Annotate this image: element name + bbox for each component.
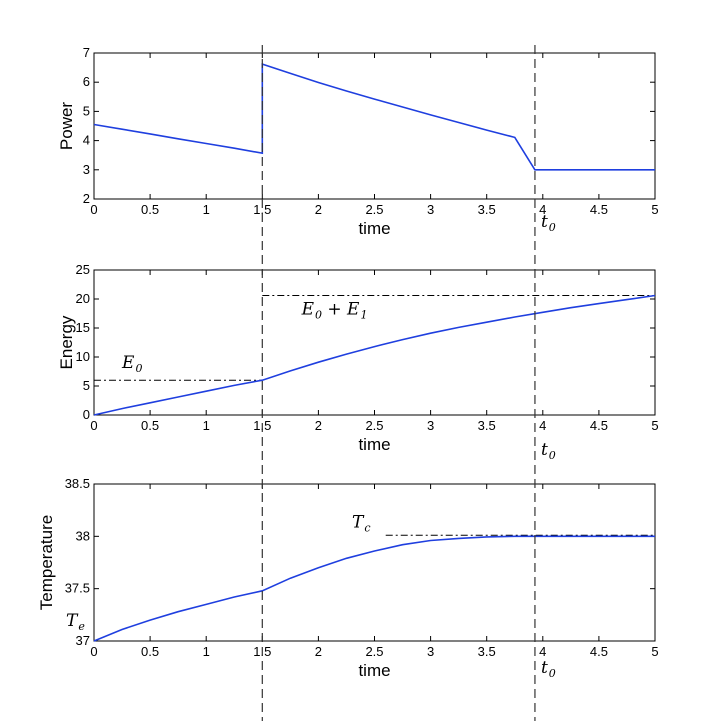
y-tick-label: 6 <box>83 74 90 89</box>
x-tick-label: 4.5 <box>590 418 608 433</box>
annotation-te: Te <box>66 611 85 633</box>
x-tick-label: 2.5 <box>365 202 383 217</box>
x-tick-label: 3 <box>427 644 434 659</box>
y-axis-label: Power <box>57 102 76 151</box>
x-tick-label: 0.5 <box>141 644 159 659</box>
x-tick-label: 0.5 <box>141 202 159 217</box>
y-tick-label: 10 <box>76 349 90 364</box>
y-tick-label: 0 <box>83 407 90 422</box>
y-tick-label: 5 <box>83 378 90 393</box>
x-tick-label: 0.5 <box>141 418 159 433</box>
series-line <box>93 294 656 416</box>
y-tick-label: 3 <box>83 162 90 177</box>
x-axis-label: time <box>358 219 390 238</box>
y-tick-label: 25 <box>76 262 90 277</box>
x-tick-label: 4 <box>539 202 546 217</box>
y-tick-label: 4 <box>83 133 90 148</box>
x-tick-label: 3 <box>427 418 434 433</box>
panel-energy: 0 0.5 1 1.5 2 2.5 3 3.5 4 4.5 50510152025timeEnerg… <box>57 262 659 462</box>
y-tick-label: 20 <box>76 291 90 306</box>
x-tick-label: 1 <box>203 202 210 217</box>
x-tick-label: 4.5 <box>590 202 608 217</box>
x-tick-label: 2 <box>315 418 322 433</box>
x-tick-label: 5 <box>651 644 658 659</box>
y-tick-label: 38.5 <box>65 476 90 491</box>
x-tick-label: 3.5 <box>478 418 496 433</box>
x-tick-label: 0 <box>90 418 97 433</box>
y-tick-label: 37 <box>76 633 90 648</box>
annotation-e0: E0 <box>121 353 142 375</box>
x-tick-label: 5 <box>651 202 658 217</box>
x-tick-label: 0 <box>90 644 97 659</box>
x-axis-label: time <box>358 435 390 454</box>
x-tick-label: 2 <box>315 202 322 217</box>
x-tick-label: 1.5 <box>253 202 271 217</box>
series-line <box>93 62 655 171</box>
panel-temperature: 0 0.5 1 1.5 2 2.5 3 3.5 4 4.5 53737.53838.5timeTem… <box>37 476 659 680</box>
t0-label: t0 <box>541 212 556 234</box>
x-tick-label: 2 <box>315 644 322 659</box>
x-tick-label: 2.5 <box>365 418 383 433</box>
y-tick-label: 2 <box>83 191 90 206</box>
x-tick-label: 4 <box>539 418 546 433</box>
x-tick-label: 0 <box>90 202 97 217</box>
y-tick-label: 38 <box>76 528 90 543</box>
panel-power: 0 0.5 1 1.5 2 2.5 3 3.5 4 4.5 5 2 3 4 5 6 7 time Power t0 <box>57 45 659 238</box>
t0-label: t0 <box>541 658 556 680</box>
x-tick-label: 1 <box>203 644 210 659</box>
x-tick-label: 3.5 <box>478 644 496 659</box>
axes-box <box>93 52 656 200</box>
series-line <box>93 535 655 642</box>
axes-box <box>93 483 656 642</box>
y-axis-label: Temperature <box>37 515 56 610</box>
y-tick-label: 7 <box>83 45 90 60</box>
t0-label: t0 <box>541 440 556 462</box>
annotation-e0-e1: E0 + E1 <box>301 300 368 322</box>
x-tick-label: 4 <box>539 644 546 659</box>
x-tick-label: 5 <box>651 418 658 433</box>
axes-box <box>93 269 656 416</box>
x-tick-label: 1 <box>203 418 210 433</box>
y-tick-label: 5 <box>83 103 90 118</box>
y-tick-label: 37.5 <box>65 581 90 596</box>
y-axis-label: Energy <box>57 315 76 369</box>
annotation-tc: Tc <box>352 512 371 534</box>
x-tick-label: 3 <box>427 202 434 217</box>
x-tick-label: 4.5 <box>590 644 608 659</box>
x-axis-label: time <box>358 661 390 680</box>
x-tick-label: 3.5 <box>478 202 496 217</box>
y-tick-label: 15 <box>76 320 90 335</box>
x-tick-label: 2.5 <box>365 644 383 659</box>
